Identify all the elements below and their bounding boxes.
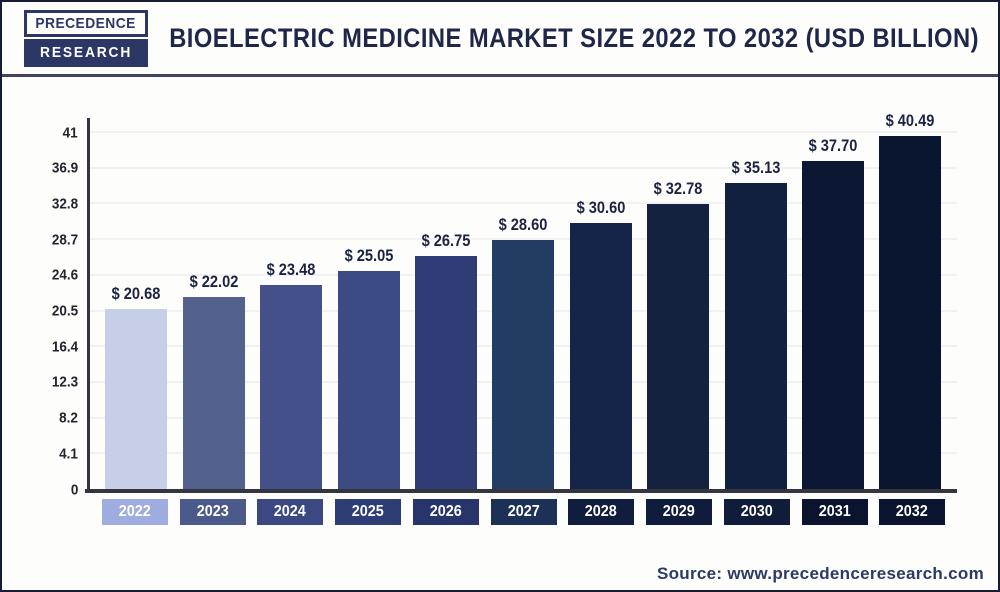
precedence-research-logo: PRECEDENCE RESEARCH (24, 10, 148, 67)
y-tick-text: 36.9 (51, 159, 78, 177)
bar-2023: $ 22.02 (182, 272, 245, 489)
y-tick-label: 28.7 (8, 231, 78, 248)
bar-value-label: $ 40.49 (886, 111, 935, 131)
x-category-text: 2031 (818, 503, 851, 520)
x-category-label-2030: 2030 (723, 499, 790, 525)
plot-area: 0 4.1 8.2 12.3 16.4 20.5 24.6 28.7 32.8 36.9 41 $ … (52, 111, 957, 498)
gridline (90, 166, 957, 169)
y-tick-text: 16.4 (51, 338, 78, 356)
logo-line-precedence: PRECEDENCE (24, 10, 148, 37)
bar-2027: $ 28.60 (492, 215, 555, 489)
x-category-text: 2022 (118, 503, 151, 520)
bar-2028: $ 30.60 (569, 198, 632, 489)
y-tick-text: 41 (62, 124, 78, 141)
x-category-label-2023: 2023 (179, 499, 246, 525)
x-axis-category-labels: 2022 2023 2024 2025 2026 2027 2028 2029 2030 2031… (90, 499, 957, 525)
header: PRECEDENCE RESEARCH BIOELECTRIC MEDICINE… (2, 2, 998, 77)
x-category-text: 2025 (351, 503, 385, 520)
x-category-label-2031: 2031 (801, 499, 868, 525)
gridline (90, 202, 957, 205)
bar-value-label: $ 25.05 (344, 245, 394, 265)
y-tick-label: 32.8 (8, 195, 78, 212)
bar-2030: $ 35.13 (724, 158, 787, 489)
bar-2032: $ 40.49 (879, 111, 942, 489)
x-category-text: 2029 (662, 503, 696, 520)
x-category-label-2027: 2027 (490, 499, 557, 525)
bar-2029: $ 32.78 (647, 179, 710, 489)
x-category-label-2024: 2024 (257, 499, 324, 525)
x-category-label-2029: 2029 (646, 499, 712, 525)
x-category-text: 2028 (585, 503, 618, 520)
bar-2031: $ 37.70 (802, 136, 865, 489)
x-category-text: 2026 (429, 503, 462, 520)
x-category-text: 2032 (896, 503, 929, 520)
bar-value-label: $ 35.13 (731, 158, 781, 178)
y-axis-line (87, 118, 90, 491)
gridline (90, 238, 957, 241)
x-axis-line (85, 489, 957, 493)
bar-value-label: $ 30.60 (576, 197, 626, 217)
bar-value-label: $ 28.60 (499, 214, 548, 234)
x-category-text: 2027 (507, 503, 540, 520)
gridline (90, 131, 957, 133)
logo-text-bottom: RESEARCH (39, 44, 133, 61)
y-tick-label: 20.5 (8, 303, 78, 320)
source-text: Source: www.precedenceresearch.com (656, 564, 984, 583)
source-attribution: Source: www.precedenceresearch.com (657, 564, 984, 584)
y-tick-text: 32.8 (51, 195, 78, 213)
y-tick-label: 8.2 (8, 410, 78, 427)
y-tick-text: 28.7 (51, 231, 78, 249)
bar-2022: $ 20.68 (105, 284, 168, 489)
logo-text-top: PRECEDENCE (35, 15, 137, 32)
x-category-label-2032: 2032 (879, 499, 946, 525)
bar-2026: $ 26.75 (415, 231, 478, 489)
x-category-text: 2023 (196, 503, 229, 520)
x-category-label-2025: 2025 (335, 499, 401, 525)
bar-value-label: $ 37.70 (808, 135, 858, 155)
x-category-label-2022: 2022 (101, 499, 168, 525)
y-tick-label: 24.6 (8, 267, 78, 284)
bar-value-label: $ 20.68 (112, 283, 161, 303)
bar-value-label: $ 26.75 (421, 231, 471, 251)
bar-value-label: $ 23.48 (266, 259, 316, 279)
y-tick-label: 4.1 (8, 445, 78, 462)
y-tick-label: 12.3 (8, 374, 78, 391)
x-category-text: 2030 (740, 503, 773, 520)
y-tick-label: 41 (8, 124, 78, 141)
bar-value-label: $ 32.78 (653, 178, 703, 198)
y-tick-text: 12.3 (51, 373, 78, 391)
y-tick-label: 16.4 (8, 338, 78, 355)
bar-2025: $ 25.05 (337, 246, 400, 489)
x-category-text: 2024 (274, 503, 307, 520)
y-tick-text: 4.1 (59, 445, 78, 463)
bar-2024: $ 23.48 (260, 260, 323, 489)
y-tick-text: 8.2 (59, 409, 78, 427)
chart-title: BIOELECTRIC MEDICINE MARKET SIZE 2022 TO… (162, 2, 986, 74)
logo-line-research: RESEARCH (24, 39, 148, 67)
bar-series: $ 20.68 $ 22.02 $ 23.48 $ 25.05 $ 26.75 $ 28.… (90, 111, 957, 489)
chart-title-text: BIOELECTRIC MEDICINE MARKET SIZE 2022 TO… (169, 22, 979, 53)
x-category-label-2026: 2026 (412, 499, 479, 525)
x-category-label-2028: 2028 (568, 499, 635, 525)
y-tick-text: 0 (70, 481, 78, 498)
y-tick-label: 36.9 (8, 160, 78, 177)
y-tick-text: 20.5 (51, 302, 78, 320)
y-tick-text: 24.6 (51, 266, 78, 284)
bar-value-label: $ 22.02 (189, 272, 239, 292)
y-tick-label: 0 (8, 481, 78, 498)
